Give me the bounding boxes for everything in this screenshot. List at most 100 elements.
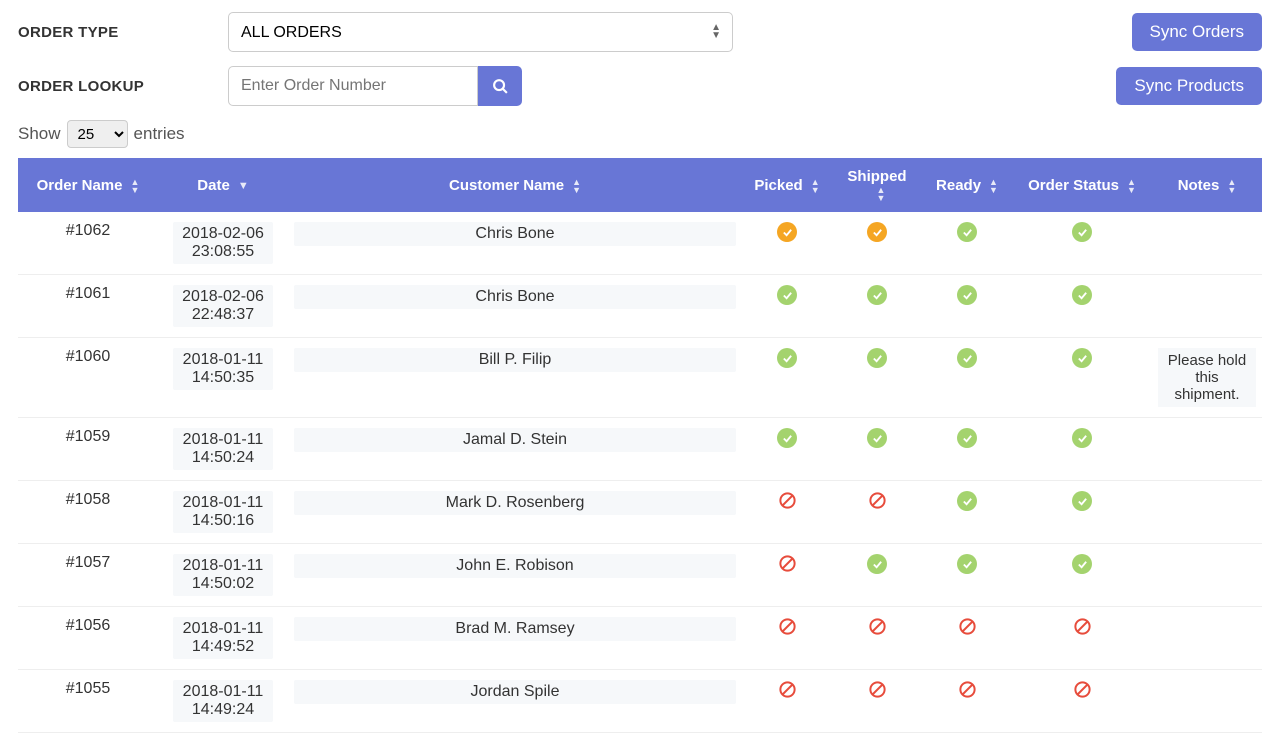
- header-picked[interactable]: Picked▲▼: [742, 158, 832, 212]
- status-no-icon: [868, 623, 887, 640]
- header-order-status[interactable]: Order Status▲▼: [1012, 158, 1152, 212]
- cell-shipped: [832, 481, 922, 544]
- cell-shipped: [832, 418, 922, 481]
- orders-table: Order Name▲▼ Date▼ Customer Name▲▼ Picke…: [18, 158, 1262, 733]
- cell-order-name: #1055: [18, 670, 158, 733]
- status-check-icon: [1072, 222, 1092, 242]
- cell-ready: [922, 607, 1012, 670]
- status-check-icon: [1072, 428, 1092, 448]
- status-check-icon: [957, 428, 977, 448]
- entries-count-select[interactable]: 25: [67, 120, 128, 148]
- sync-products-button[interactable]: Sync Products: [1116, 67, 1262, 105]
- cell-ready: [922, 338, 1012, 418]
- sort-icon: ▲▼: [877, 186, 886, 202]
- sort-icon: ▲▼: [1127, 178, 1136, 194]
- status-check-icon: [957, 348, 977, 368]
- sort-icon: ▲▼: [811, 178, 820, 194]
- cell-shipped: [832, 670, 922, 733]
- table-row[interactable]: #10602018-01-1114:50:35Bill P. Filip Plea…: [18, 338, 1262, 418]
- cell-picked: [742, 607, 832, 670]
- cell-notes: [1152, 481, 1262, 544]
- status-no-icon: [778, 623, 797, 640]
- status-check-icon: [867, 348, 887, 368]
- cell-order-name: #1057: [18, 544, 158, 607]
- status-check-icon: [777, 428, 797, 448]
- sort-icon: ▲▼: [130, 178, 139, 194]
- table-row[interactable]: #10582018-01-1114:50:16Mark D. Rosenberg: [18, 481, 1262, 544]
- cell-order-name: #1060: [18, 338, 158, 418]
- table-row[interactable]: #10552018-01-1114:49:24Jordan Spile: [18, 670, 1262, 733]
- header-date[interactable]: Date▼: [158, 158, 288, 212]
- sort-icon: ▲▼: [989, 178, 998, 194]
- status-check-icon: [1072, 348, 1092, 368]
- order-lookup-search-button[interactable]: [478, 66, 522, 106]
- table-header-row: Order Name▲▼ Date▼ Customer Name▲▼ Picke…: [18, 158, 1262, 212]
- cell-order-status: [1012, 481, 1152, 544]
- cell-customer: John E. Robison: [288, 544, 742, 607]
- status-check-icon: [867, 554, 887, 574]
- table-row[interactable]: #10612018-02-0622:48:37Chris Bone: [18, 275, 1262, 338]
- cell-picked: [742, 212, 832, 275]
- sync-orders-button[interactable]: Sync Orders: [1132, 13, 1262, 51]
- show-label: Show: [18, 124, 61, 144]
- cell-date: 2018-01-1114:50:35: [158, 338, 288, 418]
- sort-down-icon: ▼: [238, 182, 249, 190]
- status-check-icon: [957, 285, 977, 305]
- cell-notes: [1152, 544, 1262, 607]
- cell-order-name: #1056: [18, 607, 158, 670]
- header-ready[interactable]: Ready▲▼: [922, 158, 1012, 212]
- status-no-icon: [868, 497, 887, 514]
- cell-order-status: [1012, 607, 1152, 670]
- status-no-icon: [1073, 623, 1092, 640]
- cell-notes: [1152, 212, 1262, 275]
- cell-order-name: #1058: [18, 481, 158, 544]
- cell-order-name: #1061: [18, 275, 158, 338]
- table-row[interactable]: #10572018-01-1114:50:02John E. Robison: [18, 544, 1262, 607]
- cell-order-name: #1062: [18, 212, 158, 275]
- cell-picked: [742, 544, 832, 607]
- cell-customer: Bill P. Filip: [288, 338, 742, 418]
- order-type-select[interactable]: ALL ORDERS: [228, 12, 733, 52]
- table-row[interactable]: #10622018-02-0623:08:55Chris Bone: [18, 212, 1262, 275]
- cell-shipped: [832, 544, 922, 607]
- filter-row-order-lookup: ORDER LOOKUP Sync Products: [18, 66, 1262, 106]
- cell-notes: [1152, 607, 1262, 670]
- cell-shipped: [832, 338, 922, 418]
- cell-notes: [1152, 670, 1262, 733]
- search-icon: [492, 78, 509, 95]
- table-row[interactable]: #10592018-01-1114:50:24Jamal D. Stein: [18, 418, 1262, 481]
- status-check-icon: [1072, 491, 1092, 511]
- header-customer-name[interactable]: Customer Name▲▼: [288, 158, 742, 212]
- cell-notes: Please hold this shipment.: [1152, 338, 1262, 418]
- table-row[interactable]: #10562018-01-1114:49:52Brad M. Ramsey: [18, 607, 1262, 670]
- cell-date: 2018-01-1114:49:52: [158, 607, 288, 670]
- cell-ready: [922, 481, 1012, 544]
- order-lookup-label: ORDER LOOKUP: [18, 78, 228, 95]
- header-order-name[interactable]: Order Name▲▼: [18, 158, 158, 212]
- filter-row-order-type: ORDER TYPE ALL ORDERS ▲▼ Sync Orders: [18, 12, 1262, 52]
- cell-date: 2018-02-0623:08:55: [158, 212, 288, 275]
- status-check-icon: [1072, 554, 1092, 574]
- cell-order-status: [1012, 670, 1152, 733]
- cell-customer: Chris Bone: [288, 275, 742, 338]
- status-check-icon: [957, 222, 977, 242]
- cell-picked: [742, 418, 832, 481]
- order-type-label: ORDER TYPE: [18, 24, 228, 41]
- cell-shipped: [832, 212, 922, 275]
- entries-row: Show 25 entries: [18, 120, 1262, 148]
- order-lookup-input[interactable]: [228, 66, 478, 106]
- status-no-icon: [958, 623, 977, 640]
- cell-order-status: [1012, 212, 1152, 275]
- sort-icon: ▲▼: [1227, 178, 1236, 194]
- header-notes[interactable]: Notes▲▼: [1152, 158, 1262, 212]
- status-no-icon: [1073, 686, 1092, 703]
- status-check-icon: [777, 348, 797, 368]
- cell-customer: Jordan Spile: [288, 670, 742, 733]
- header-shipped[interactable]: Shipped▲▼: [832, 158, 922, 212]
- cell-picked: [742, 481, 832, 544]
- cell-shipped: [832, 275, 922, 338]
- cell-order-status: [1012, 338, 1152, 418]
- cell-order-status: [1012, 418, 1152, 481]
- cell-order-status: [1012, 544, 1152, 607]
- cell-picked: [742, 670, 832, 733]
